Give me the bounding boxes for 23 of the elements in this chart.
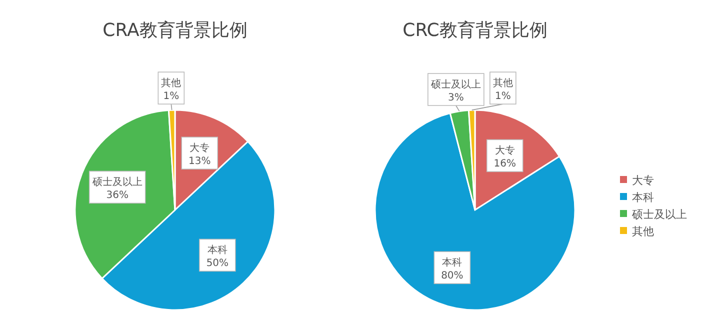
data-label: 3% (448, 92, 464, 104)
data-label: 1% (494, 91, 511, 102)
legend-label: 硕士及以上 (631, 208, 687, 221)
slice-label: 硕士及以上 (91, 176, 142, 188)
chart-title: CRA教育背景比例 (102, 20, 248, 41)
data-label: 50% (206, 258, 229, 270)
slice-label: 大专 (494, 144, 515, 157)
data-label: 1% (163, 91, 180, 102)
legend-label: 其他 (632, 225, 654, 238)
data-label: 13% (188, 156, 211, 168)
slice-label: 本科 (207, 244, 228, 256)
slice-label: 大专 (190, 142, 210, 154)
slice-label: 其他 (161, 77, 182, 90)
legend-label: 本科 (632, 191, 654, 204)
slice-label: 硕士及以上 (430, 78, 481, 90)
data-label: 36% (106, 190, 128, 202)
slice-label: 本科 (442, 256, 462, 269)
data-label: 16% (494, 158, 516, 170)
pie-slice (374, 112, 576, 311)
slice-label: 其他 (492, 77, 513, 90)
data-label: 80% (441, 270, 464, 282)
legend-label: 大专 (632, 174, 654, 187)
chart-title: CRC教育背景比例 (402, 20, 548, 41)
